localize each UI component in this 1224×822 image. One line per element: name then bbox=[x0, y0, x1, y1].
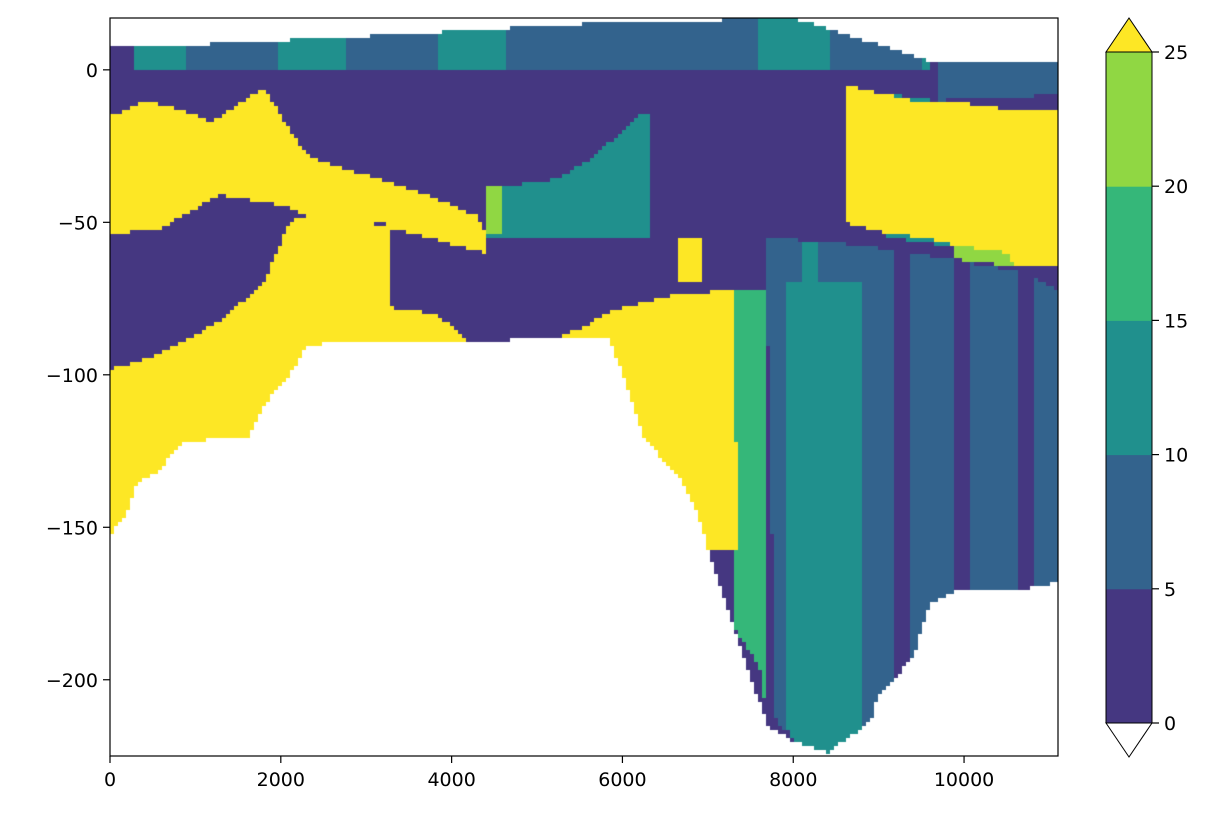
colorbar-tick-label: 0 bbox=[1164, 713, 1176, 735]
x-tick-label: 4000 bbox=[427, 769, 475, 791]
y-tick-label: −100 bbox=[46, 365, 98, 387]
colorbar-segment bbox=[1106, 588, 1152, 724]
colorbar-tick-label: 5 bbox=[1164, 579, 1176, 601]
colorbar-frame bbox=[1105, 51, 1153, 724]
y-axis: 0 −50 −100 −150 −200 bbox=[46, 60, 110, 692]
y-tick-label: 0 bbox=[86, 60, 98, 82]
y-tick-label: −200 bbox=[46, 670, 98, 692]
colorbar-over-extension bbox=[1105, 17, 1153, 53]
colorbar-tick-label: 25 bbox=[1164, 42, 1188, 64]
colorbar: 0 5 10 15 20 25 bbox=[1105, 17, 1188, 758]
colorbar-segment bbox=[1106, 454, 1152, 590]
colorbar-segment bbox=[1106, 52, 1152, 187]
y-tick-label: −150 bbox=[46, 517, 98, 539]
x-tick-label: 2000 bbox=[257, 769, 305, 791]
data-field bbox=[110, 18, 1058, 756]
y-tick-label: −50 bbox=[58, 212, 98, 234]
colorbar-tick-label: 15 bbox=[1164, 310, 1188, 332]
colorbar-tick-label: 20 bbox=[1164, 176, 1188, 198]
colorbar-segment bbox=[1106, 320, 1152, 456]
x-tick-label: 10000 bbox=[934, 769, 994, 791]
plot-frame bbox=[109, 17, 1059, 757]
colorbar-tick-label: 10 bbox=[1164, 445, 1188, 467]
x-tick-label: 6000 bbox=[598, 769, 646, 791]
field-image bbox=[110, 18, 1058, 756]
x-tick-label: 0 bbox=[104, 769, 116, 791]
x-axis: 0 2000 4000 6000 8000 10000 bbox=[104, 756, 994, 791]
x-tick-label: 8000 bbox=[769, 769, 817, 791]
colorbar-segment bbox=[1106, 186, 1152, 321]
colorbar-under-extension bbox=[1105, 722, 1153, 758]
